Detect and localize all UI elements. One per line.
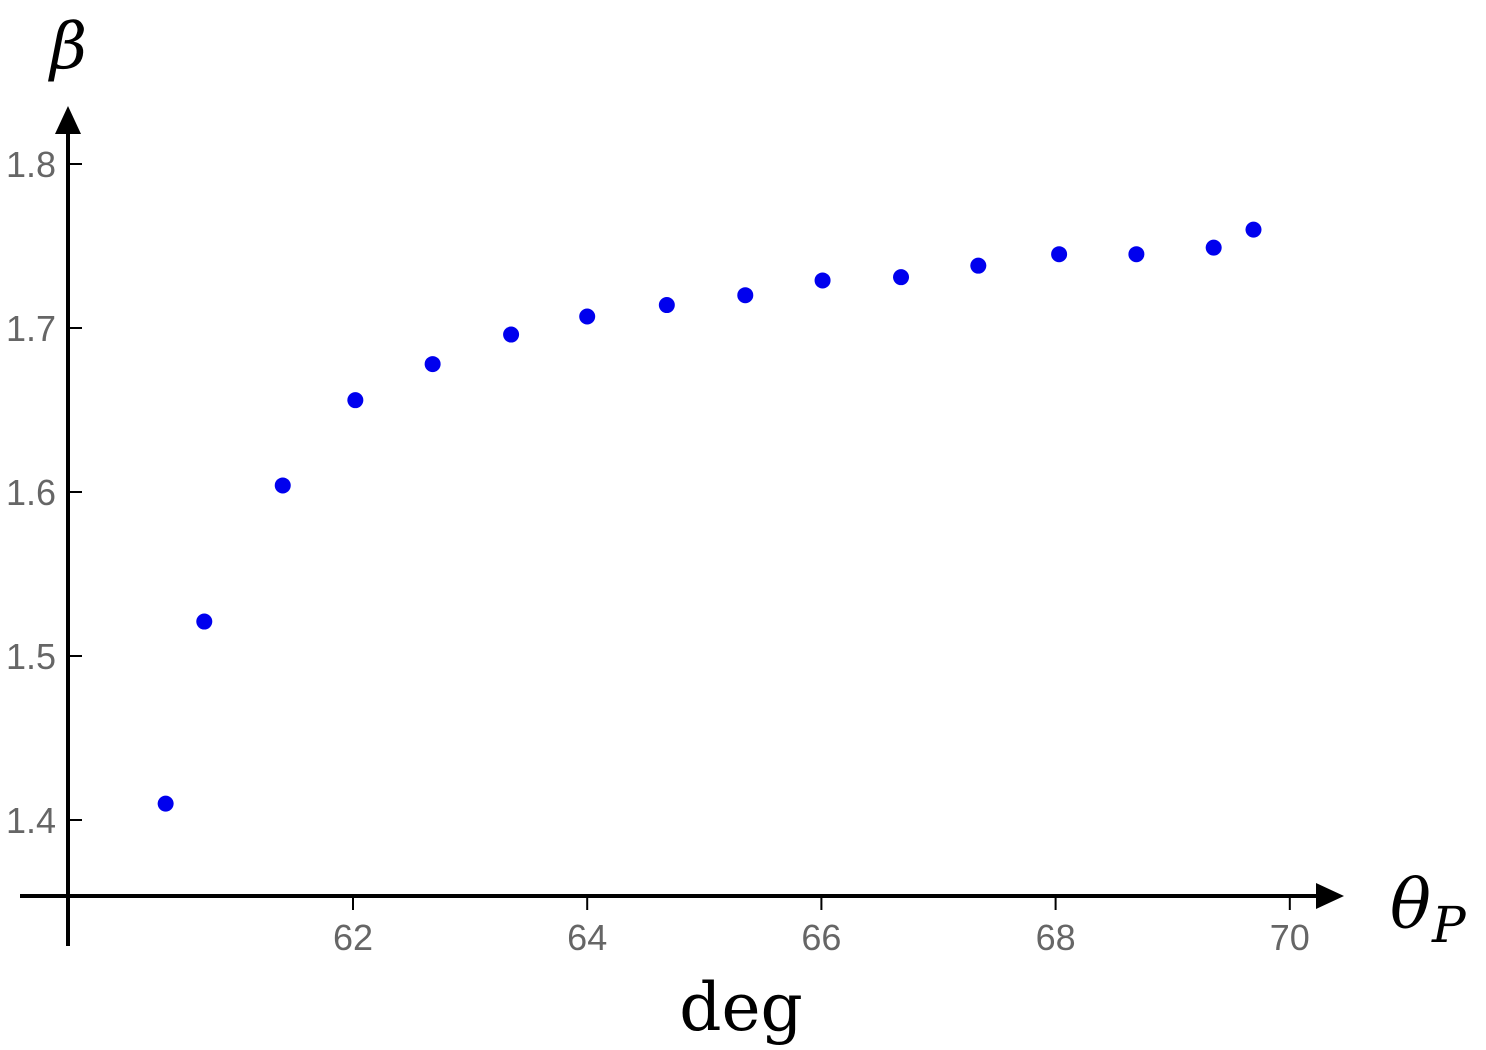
x-tick-label: 70 <box>1270 917 1310 958</box>
x-tick-label: 68 <box>1036 917 1076 958</box>
y-tick-label: 1.5 <box>6 636 56 677</box>
tick-labels: 62 64 66 68 70 1.4 1.5 1.6 1.7 1.8 <box>6 144 1310 958</box>
data-point <box>579 308 596 325</box>
y-tick-label: 1.6 <box>6 472 56 513</box>
x-tick-label: 62 <box>333 917 373 958</box>
data-point <box>658 297 675 314</box>
data-point <box>196 613 213 630</box>
x-axis-title: θ <box>1390 866 1431 945</box>
x-tick-label: 64 <box>567 917 607 958</box>
y-axis-title: β <box>48 10 87 84</box>
x-tick-label: 66 <box>801 917 841 958</box>
data-point <box>424 356 441 373</box>
x-axis-title-subscript: P <box>1431 896 1467 954</box>
x-axis-unit: deg <box>679 969 803 1046</box>
data-point <box>157 795 174 812</box>
data-point <box>274 477 291 494</box>
y-tick-label: 1.4 <box>6 800 56 841</box>
data-point <box>1128 246 1145 263</box>
data-point <box>1205 239 1222 256</box>
data-point <box>1051 246 1068 263</box>
data-point <box>1245 221 1262 238</box>
axis-ticks <box>68 163 1291 910</box>
data-point <box>893 269 910 286</box>
data-point <box>814 272 831 289</box>
y-tick-label: 1.7 <box>6 308 56 349</box>
x-axis-arrowhead <box>1316 883 1344 909</box>
data-point <box>347 392 364 409</box>
y-tick-label: 1.8 <box>6 144 56 185</box>
data-points <box>157 221 1262 812</box>
data-point <box>503 326 520 343</box>
y-axis-arrowhead <box>55 106 81 134</box>
data-point <box>970 257 987 274</box>
data-point <box>737 287 754 304</box>
